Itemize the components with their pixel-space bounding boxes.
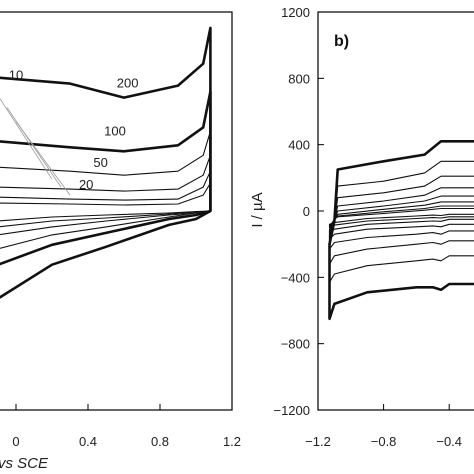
panel-a-x-tick-label: 1.2 [223, 434, 241, 449]
panel-a-x-tick-label: 0 [12, 434, 19, 449]
panel-a-x-ticks: 0 0.4 0.8 1.2 [12, 404, 241, 449]
panel-a-x-tick-label: 0.4 [79, 434, 97, 449]
panel-b-label: b) [334, 33, 349, 50]
panel-b-x-tick-label: −0.8 [371, 434, 397, 449]
panel-b: 1200 800 400 0 −400 −800 −1200 −1.2 −0.8 −0.4 b)… [249, 5, 474, 449]
panel-a-cv-curve-6 [0, 182, 211, 222]
panel-a-scan-rate-label: 200 [117, 76, 139, 91]
panel-b-x-tick-label: −0.4 [436, 434, 462, 449]
panel-b-x-ticks: −1.2 −0.8 −0.4 [305, 404, 462, 449]
panel-b-cv-curve-6 [328, 201, 474, 234]
panel-a-scan-rate-label: 10 [9, 68, 23, 83]
panel-a-x-axis-label: vs SCE [0, 455, 49, 472]
panel-b-y-tick-label: 800 [288, 71, 310, 86]
panel-b-y-tick-label: 0 [303, 204, 310, 219]
panel-b-y-tick-label: −400 [281, 270, 310, 285]
panel-a-guide-line-2 [6, 107, 62, 188]
panel-a-frame [0, 11, 233, 411]
panel-a-scan-rate-label: 20 [79, 177, 93, 192]
panel-a-guide-line-3 [15, 121, 71, 196]
panel-b-y-ticks: 1200 800 400 0 −400 −800 −1200 [273, 5, 324, 418]
panel-a-series-group [0, 26, 212, 299]
panel-b-cv-curve-7 [328, 205, 474, 229]
panel-b-y-tick-label: 1200 [281, 5, 310, 20]
panel-a-x-tick-label: 0.8 [151, 434, 169, 449]
panel-a-scan-rate-label: 100 [104, 123, 126, 138]
panel-b-cv-curve-4 [328, 187, 474, 250]
panel-b-y-tick-label: −800 [281, 337, 310, 352]
panel-b-cv-curve-1 [328, 140, 474, 321]
panel-b-y-tick-label: 400 [288, 138, 310, 153]
panel-b-y-tick-label: −1200 [273, 403, 310, 418]
panel-b-cv-curve-2 [328, 160, 474, 283]
panel-b-x-tick-label: −1.2 [305, 434, 331, 449]
panel-b-series-group [328, 140, 474, 321]
panel-a-scan-rate-label: 50 [93, 155, 107, 170]
panel-a-cv-curve-2 [0, 90, 212, 266]
panel-b-cv-curve-5 [328, 195, 474, 240]
panel-b-y-axis-label: I / µA [249, 192, 266, 227]
panel-a-guide-line-1 [0, 97, 53, 180]
panel-b-cv-curve-8 [328, 207, 474, 228]
panel-b-cv-curve-3 [328, 175, 474, 265]
